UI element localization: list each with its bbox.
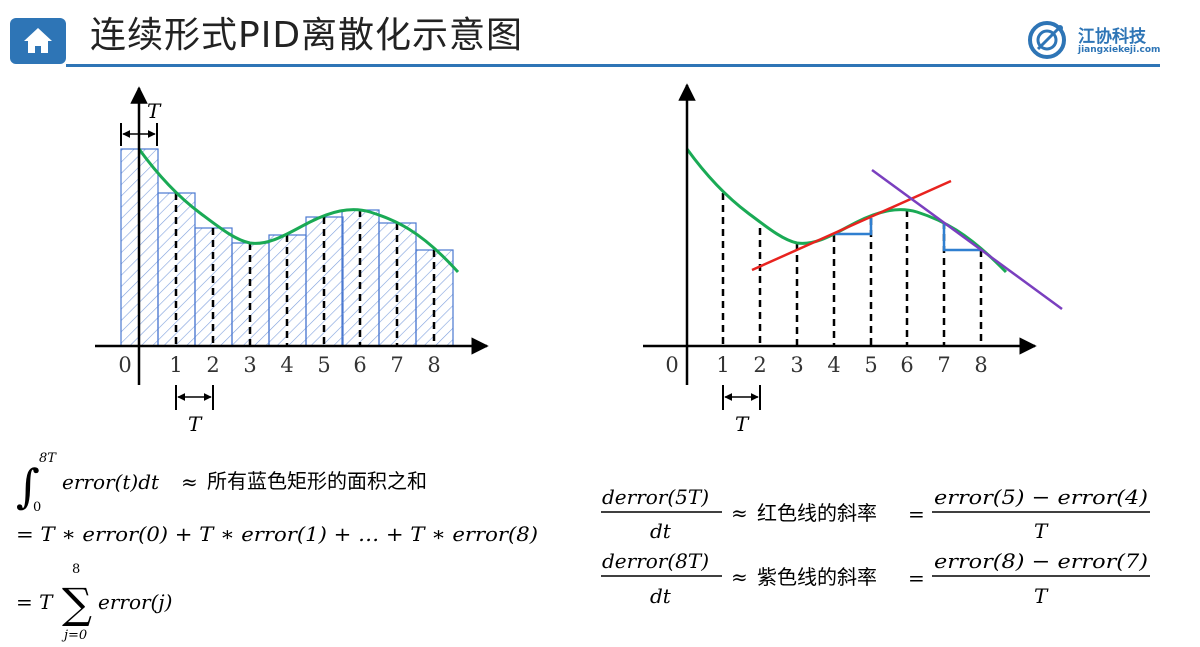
deriv1-denominator: dt (650, 519, 672, 543)
top-period-label: T (147, 99, 162, 123)
left-x-tick-7: 7 (390, 353, 403, 377)
approx-sign-1: ≈ (181, 470, 198, 494)
left-x-tick-4: 4 (280, 353, 293, 377)
integral-upper: 8T (39, 451, 57, 466)
right-x-tick-3: 3 (790, 353, 803, 377)
deriv2-numerator: derror(8T) (602, 549, 709, 573)
deriv2-description: 紫色线的斜率 (757, 565, 877, 589)
right-x-tick-1: 1 (716, 353, 729, 377)
left-x-tick-0: 0 (118, 353, 131, 377)
error-curve-right (685, 148, 1008, 274)
bottom-period-bracket-right (722, 385, 761, 410)
deriv2-rhs-denominator: T (1034, 584, 1049, 608)
equals-sign-2: = (908, 566, 925, 590)
right-x-tick-5: 5 (864, 353, 877, 377)
integral-description: 所有蓝色矩形的面积之和 (207, 469, 427, 493)
red-slope-line (751, 179, 952, 272)
left-x-tick-5: 5 (317, 353, 330, 377)
expansion-line: = T ∗ error(0) + T ∗ error(1) + … + T ∗ … (16, 522, 538, 546)
step-approx-8 (942, 222, 981, 252)
left-x-tick-6: 6 (353, 353, 366, 377)
right-x-tick-7: 7 (937, 353, 950, 377)
right-x-tick-8: 8 (974, 353, 987, 377)
right-x-tick-2: 2 (753, 353, 766, 377)
area-rectangle-6 (341, 209, 380, 347)
right-x-tick-0: 0 (665, 353, 678, 377)
home-icon (24, 28, 52, 53)
bottom-period-bracket (175, 385, 214, 410)
sum-prefix: = T (16, 590, 54, 614)
derivative-formula-1: derror(5T) dt ≈ 红色线的斜率 = error(5) − erro… (601, 485, 1150, 543)
sample-dashed-lines (174, 193, 436, 346)
top-period-bracket (120, 123, 158, 146)
sum-formula: = T ∑ 8 j=0 error(j) (16, 562, 172, 643)
deriv2-denominator: dt (650, 584, 672, 608)
sample-dashed-lines-right (721, 193, 983, 346)
deriv1-rhs-numerator: error(5) − error(4) (934, 485, 1148, 509)
right-x-tick-6: 6 (900, 353, 913, 377)
sum-sign: ∑ (62, 579, 92, 628)
integral-lower: 0 (33, 500, 41, 515)
right-x-tick-4: 4 (827, 353, 840, 377)
step-approx-5 (834, 218, 873, 236)
left-x-tick-1: 1 (169, 353, 182, 377)
purple-slope-line (871, 168, 1063, 311)
approx-sign-2: ≈ (731, 501, 748, 525)
title-divider (66, 64, 1160, 67)
deriv1-description: 红色线的斜率 (757, 501, 877, 525)
bottom-period-label-left: T (188, 412, 203, 436)
sum-lower: j=0 (61, 628, 87, 643)
left-x-tick-3: 3 (243, 353, 256, 377)
integral-expression: error(t)dt (62, 470, 160, 494)
page-title: 连续形式PID离散化示意图 (90, 15, 524, 56)
deriv2-rhs-numerator: error(8) − error(7) (934, 549, 1148, 573)
integral-formula: ∫ 8T 0 error(t)dt ≈ 所有蓝色矩形的面积之和 (16, 451, 427, 515)
left-x-tick-8: 8 (427, 353, 440, 377)
equals-sign-1: = (908, 502, 925, 526)
error-curve-left (137, 148, 460, 274)
left-x-tick-2: 2 (206, 353, 219, 377)
deriv1-numerator: derror(5T) (602, 485, 709, 509)
home-button[interactable] (10, 18, 66, 64)
header: 连续形式PID离散化示意图 江协科技 jiangxiekeji.com (0, 0, 1200, 70)
approx-sign-3: ≈ (731, 565, 748, 589)
bottom-period-label-right: T (735, 412, 750, 436)
logo-url: jiangxiekeji.com (1078, 45, 1161, 55)
logo-icon (1028, 21, 1066, 59)
brand-logo: 江协科技 jiangxiekeji.com (1026, 18, 1166, 62)
sum-upper: 8 (72, 562, 80, 577)
integral-sign: ∫ (16, 459, 40, 513)
logo-name: 江协科技 (1078, 27, 1146, 47)
deriv1-rhs-denominator: T (1034, 519, 1049, 543)
derivative-formula-2: derror(8T) dt ≈ 紫色线的斜率 = error(8) − erro… (601, 549, 1150, 608)
sum-term: error(j) (98, 590, 172, 614)
